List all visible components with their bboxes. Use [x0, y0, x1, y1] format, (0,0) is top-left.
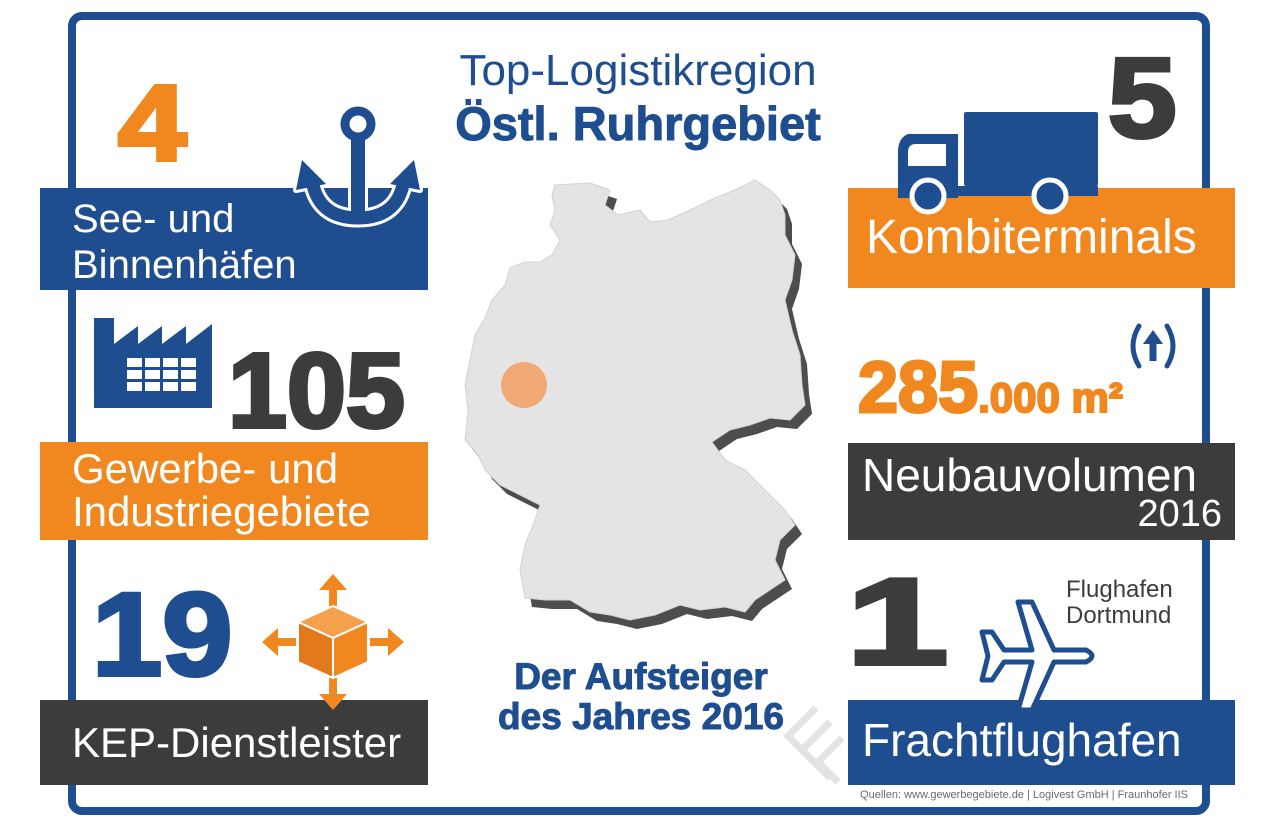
tagline: Der Aufsteiger des Jahres 2016: [341, 656, 941, 737]
combi-terminals-number: 5: [1106, 35, 1179, 161]
airplane-icon: [979, 599, 1095, 713]
tagline-line-1: Der Aufsteiger: [514, 656, 769, 697]
cargo-airport-label: Frachtflughafen: [862, 714, 1182, 766]
infographic-frame: [68, 12, 1210, 815]
parcel-services-bar: [40, 700, 428, 785]
ports-number: 4: [116, 62, 189, 183]
truck-icon: [898, 112, 1098, 215]
cargo-airport-bar: [848, 700, 1235, 785]
airport-name-line-1: Flughafen: [1066, 576, 1173, 603]
region-marker: [501, 362, 547, 408]
factory-icon: [94, 318, 212, 408]
ports-label-line-1: See- und: [72, 197, 235, 241]
parcel-services-number: 19: [90, 569, 235, 701]
industrial-areas-number: 105: [226, 332, 407, 450]
ports-label-line-2: Binnenhäfen: [72, 243, 297, 287]
industrial-areas-label-line-2: Industriegebiete: [72, 488, 371, 535]
cargo-airport-number: 1: [843, 554, 952, 691]
airport-name-line-2: Dortmund: [1066, 602, 1172, 629]
germany-map-land: [464, 179, 806, 621]
new-construction-year: 2016: [1137, 493, 1222, 535]
germany-map: [464, 179, 812, 629]
ports-label: See- und Binnenhäfen: [72, 196, 297, 288]
up-arrow-in-parentheses-icon: [1130, 323, 1176, 369]
new-construction-value: 285.000 m²: [856, 351, 1124, 434]
combi-terminals-label: Kombiterminals: [866, 211, 1197, 264]
parcel-services-label: KEP-Dienstleister: [72, 719, 402, 766]
airport-name: Flughafen Dortmund: [1066, 577, 1173, 629]
logivest-logo-icon: [783, 705, 845, 785]
industrial-areas-bar: [40, 442, 428, 540]
package-arrows-icon: [262, 574, 404, 710]
new-construction-bar: [848, 443, 1235, 540]
new-construction-value-main: 285: [856, 348, 979, 428]
anchor-icon: [293, 103, 423, 228]
new-construction-label: Neubauvolumen: [862, 449, 1198, 501]
tagline-line-2: des Jahres 2016: [498, 696, 785, 737]
title-line-1: Top-Logistikregion: [459, 46, 817, 95]
sources-footnote: Quellen: www.gewerbegebiete.de | Logives…: [860, 789, 1188, 801]
new-construction-value-unit: .000 m²: [977, 373, 1124, 422]
industrial-areas-label: Gewerbe- und Industriegebiete: [72, 447, 371, 533]
industrial-areas-label-line-1: Gewerbe- und: [72, 445, 339, 492]
title-line-2: Östl. Ruhrgebiet: [455, 97, 822, 150]
